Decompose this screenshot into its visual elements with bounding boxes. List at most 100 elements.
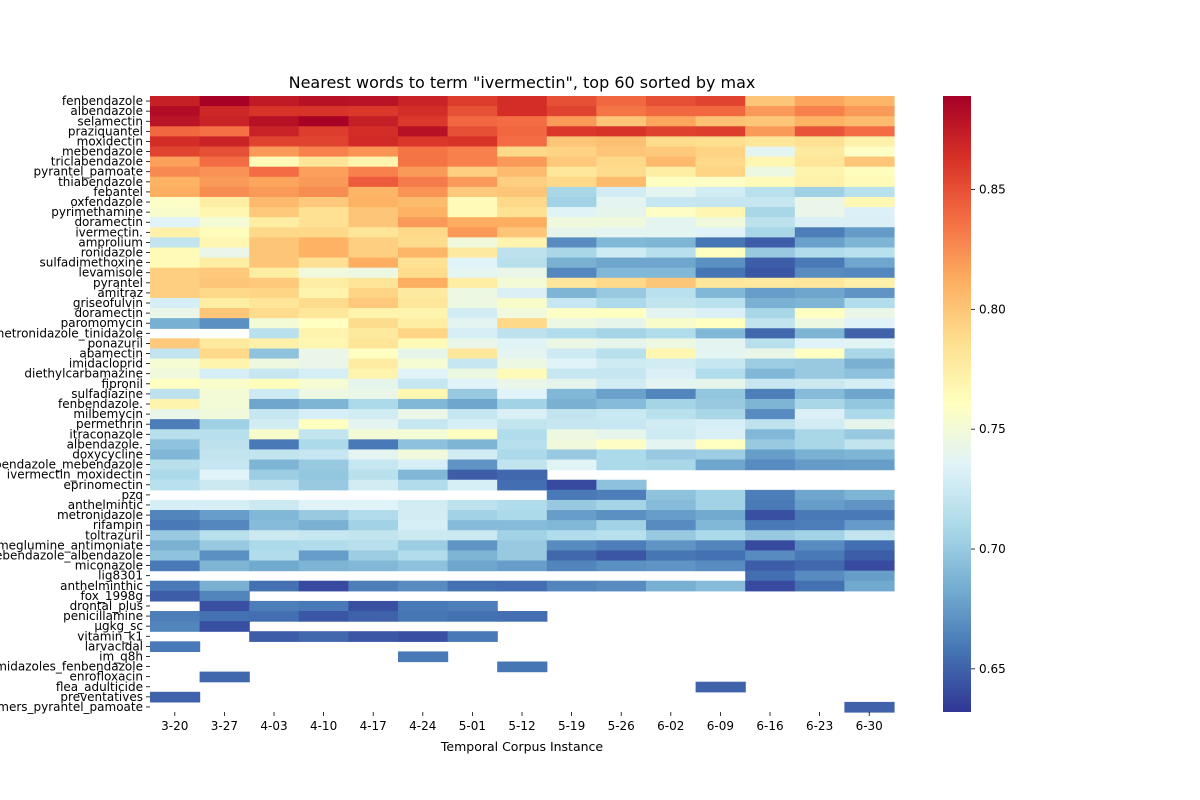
heatmap-cell: [646, 297, 697, 309]
heatmap-cell: [546, 429, 597, 440]
heatmap-cell: [398, 398, 449, 410]
heatmap-cell: [844, 409, 895, 420]
heatmap-cell: [398, 166, 449, 178]
heatmap-cell: [249, 388, 300, 400]
heatmap-cell: [249, 631, 300, 642]
heatmap-cell: [150, 621, 201, 632]
heatmap-cell: [695, 247, 746, 259]
heatmap-cell: [596, 530, 647, 541]
heatmap-cell: [150, 641, 201, 653]
heatmap-cell: [844, 398, 895, 410]
heatmap-cell: [398, 96, 449, 107]
heatmap-cell: [398, 510, 449, 521]
heatmap-cell: [745, 398, 796, 410]
heatmap-cell: [546, 106, 597, 117]
heatmap-cell: [348, 287, 399, 299]
heatmap-cell: [249, 308, 300, 319]
heatmap-cell: [298, 227, 349, 238]
heatmap-cell: [199, 348, 250, 360]
heatmap-cell: [497, 247, 548, 259]
heatmap-cell: [745, 550, 796, 562]
heatmap-cell: [298, 560, 349, 572]
heatmap-cell: [249, 227, 300, 238]
heatmap-cell: [150, 358, 201, 370]
heatmap-cell: [298, 247, 349, 259]
heatmap-cell: [546, 398, 597, 410]
heatmap-cell: [249, 207, 300, 218]
row-label: griseofulvin: [73, 296, 143, 310]
heatmap-cell: [497, 257, 548, 269]
heatmap-cell: [794, 459, 845, 471]
heatmap-cell: [844, 308, 895, 319]
row-label: metronidazole: [57, 508, 143, 522]
heatmap-cell: [794, 176, 845, 188]
heatmap-cell: [150, 499, 201, 511]
column-label: 4-17: [360, 719, 387, 733]
heatmap-cell: [298, 459, 349, 471]
heatmap-cell: [447, 378, 498, 390]
heatmap-cell: [546, 499, 597, 511]
column-label: 4-10: [310, 719, 337, 733]
heatmap-cell: [398, 176, 449, 188]
column-label: 4-24: [409, 719, 436, 733]
heatmap-cell: [695, 489, 746, 501]
heatmap-cell: [844, 459, 895, 471]
row-label: imidacloprid: [69, 357, 143, 371]
heatmap-cell: [298, 267, 349, 279]
heatmap-cell: [150, 176, 201, 188]
heatmap-cell: [646, 429, 697, 440]
heatmap-cell: [695, 186, 746, 198]
heatmap-cell: [745, 297, 796, 309]
heatmap-cell: [497, 530, 548, 541]
heatmap-cell: [398, 156, 449, 168]
heatmap-cell: [497, 237, 548, 249]
heatmap-cell: [497, 449, 548, 461]
heatmap-cell: [398, 207, 449, 218]
heatmap-cell: [348, 378, 399, 390]
heatmap-cell: [745, 409, 796, 420]
heatmap-cell: [646, 348, 697, 360]
colorbar: [943, 96, 971, 712]
heatmap-cell: [497, 227, 548, 238]
heatmap-cell: [497, 267, 548, 279]
heatmap-cell: [348, 409, 399, 420]
column-label: 4-03: [260, 719, 287, 733]
heatmap-cell: [596, 176, 647, 188]
heatmap-cell: [497, 338, 548, 350]
row-label: doramectin: [74, 306, 143, 320]
heatmap-cell: [298, 106, 349, 117]
heatmap-cell: [447, 146, 498, 158]
row-label: μgkg_sc: [94, 619, 143, 633]
heatmap-cell: [844, 196, 895, 208]
heatmap-cell: [348, 419, 399, 430]
heatmap-cell: [646, 106, 697, 117]
heatmap-cell: [348, 600, 399, 612]
heatmap-cell: [695, 520, 746, 531]
heatmap-cell: [348, 540, 399, 552]
heatmap-cell: [447, 318, 498, 329]
heatmap-cell: [249, 176, 300, 188]
heatmap-cell: [497, 429, 548, 440]
heatmap-cell: [249, 257, 300, 269]
heatmap-cell: [497, 459, 548, 471]
heatmap-cell: [596, 196, 647, 208]
heatmap-cell: [596, 297, 647, 309]
heatmap-cell: [398, 308, 449, 319]
heatmap-cell: [646, 328, 697, 339]
heatmap-cell: [348, 196, 399, 208]
row-label: permethrin: [76, 417, 143, 431]
heatmap-cell: [794, 217, 845, 228]
heatmap-cell: [794, 116, 845, 127]
heatmap-cell: [348, 227, 399, 238]
heatmap-cell: [596, 378, 647, 390]
heatmap-cell: [348, 156, 399, 168]
heatmap-cell: [150, 419, 201, 430]
heatmap-cell: [646, 156, 697, 168]
heatmap-cell: [844, 499, 895, 511]
heatmap-cell: [249, 267, 300, 279]
heatmap-cell: [249, 611, 300, 622]
heatmap-cell: [695, 297, 746, 309]
heatmap-cell: [844, 449, 895, 461]
heatmap-cell: [497, 146, 548, 158]
row-label: pyrantel: [93, 276, 143, 290]
